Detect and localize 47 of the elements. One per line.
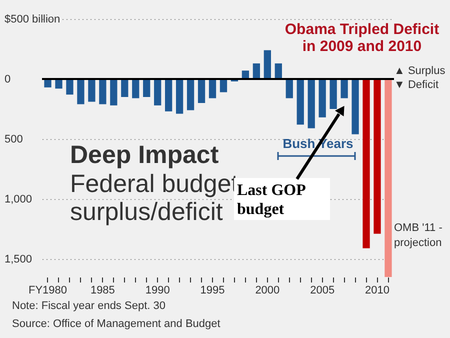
- bar: [208, 79, 216, 98]
- x-tick-label: 1990: [145, 284, 170, 296]
- x-tick-label: 1995: [200, 284, 225, 296]
- bar: [264, 50, 271, 79]
- y-tick-label: 1,500: [4, 254, 32, 266]
- source-note: Source: Office of Management and Budget: [12, 318, 220, 330]
- annotation: Obama Tripled Deficit in 2009 and 2010: [284, 21, 440, 55]
- bar: [274, 63, 282, 79]
- text: Note: Fiscal year ends Sept. 30: [12, 300, 166, 312]
- annotation: Last GOP budget: [237, 182, 306, 218]
- bar: [330, 79, 337, 109]
- bar: [88, 79, 96, 102]
- annotation: ▲ Surplus ▼ Deficit: [394, 65, 446, 91]
- annotation: OMB '11 - projection: [394, 222, 443, 249]
- y-tick-label: 1,000: [4, 194, 32, 206]
- bar: [296, 79, 304, 125]
- bar: [252, 63, 260, 79]
- bar: [362, 79, 370, 248]
- y-tick-label: $500 billion: [4, 14, 60, 26]
- bar: [384, 79, 392, 277]
- x-tick-label: 2010: [365, 284, 390, 296]
- bar: [77, 79, 84, 104]
- x-tick-label: 1985: [90, 284, 115, 296]
- bar: [308, 79, 315, 128]
- bar: [110, 79, 118, 106]
- bar: [198, 79, 206, 103]
- bar: [154, 79, 162, 106]
- x-tick-label: FY1980: [28, 284, 68, 296]
- text: Deep Impact: [70, 141, 220, 169]
- x-tick-label: 2000: [255, 284, 280, 296]
- bar: [165, 79, 172, 112]
- bar: [340, 79, 348, 98]
- bar: [55, 79, 62, 89]
- y-tick-label: 0: [4, 74, 11, 86]
- bar: [374, 79, 381, 234]
- bar: [99, 79, 106, 104]
- bar: [286, 79, 293, 98]
- bar: [132, 79, 140, 98]
- x-tick-label: 2005: [310, 284, 335, 296]
- bar: [318, 79, 326, 118]
- bar: [352, 79, 359, 134]
- y-tick-label: 500: [4, 134, 23, 146]
- bar: [186, 79, 194, 110]
- bar: [121, 79, 128, 97]
- bar: [143, 79, 150, 97]
- bar: [66, 79, 74, 95]
- bar: [176, 79, 184, 114]
